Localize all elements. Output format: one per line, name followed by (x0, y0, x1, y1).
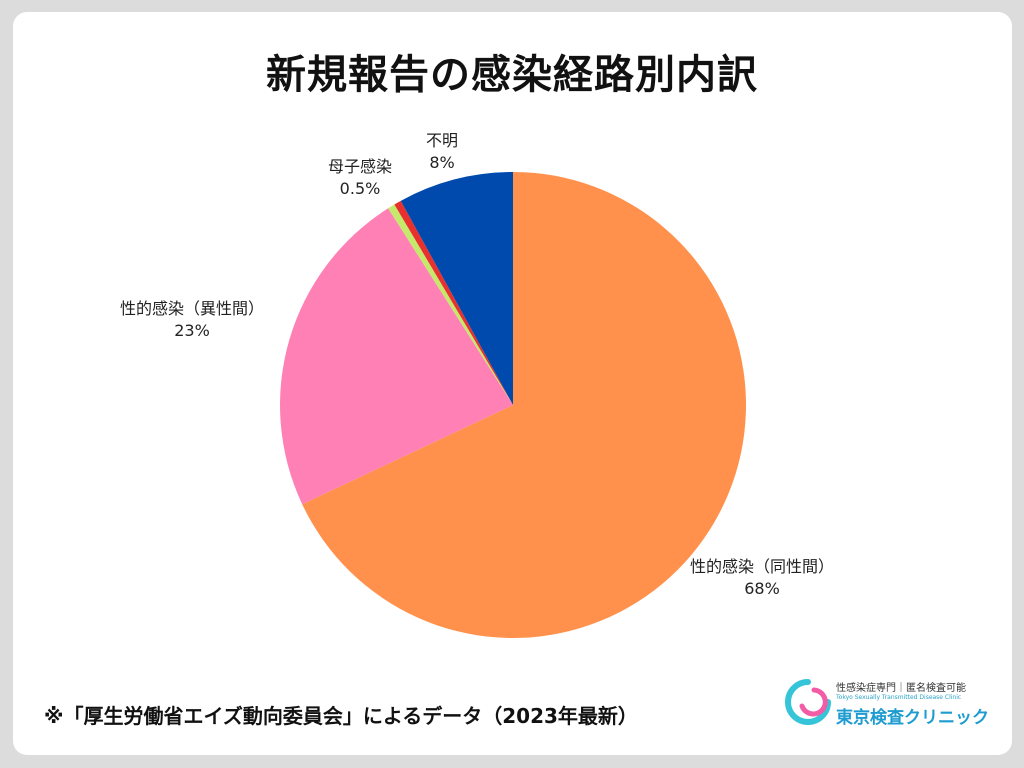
slice-name-same-sex: 性的感染（同性間） (690, 557, 835, 576)
clinic-tagline: 性感染症専門｜匿名検査可能 (836, 683, 966, 694)
slice-label-unknown: 不明 8% (426, 130, 458, 174)
clinic-logo-icon (785, 679, 831, 725)
clinic-brand[interactable]: 性感染症専門｜匿名検査可能 Tokyo Sexually Transmitted… (784, 676, 1004, 732)
slice-name-mother-to-child: 母子感染 (328, 157, 393, 176)
source-footnote: ※「厚生労働省エイズ動向委員会」によるデータ（2023年最新） (44, 704, 638, 728)
slice-name-unknown: 不明 (426, 131, 459, 150)
slice-label-same-sex: 性的感染（同性間） 68% (690, 556, 834, 600)
slice-label-heterosexual: 性的感染（異性間） 23% (120, 298, 264, 342)
slice-same-sex (302, 172, 746, 638)
clinic-name: 東京検査クリニック (836, 708, 989, 728)
slice-unknown (400, 172, 513, 405)
slice-value-heterosexual: 23% (174, 321, 210, 340)
slice-heterosexual (280, 208, 513, 505)
slice-value-same-sex: 68% (744, 579, 780, 598)
slice-value-unknown: 8% (429, 153, 455, 172)
slice-value-mother-to-child: 0.5% (339, 179, 381, 198)
clinic-english-name: Tokyo Sexually Transmitted Disease Clini… (836, 694, 962, 701)
page-title: 新規報告の感染経路別内訳 (266, 52, 758, 98)
slice-mother-to-child (394, 200, 513, 405)
slice-minor (388, 204, 513, 405)
slice-name-heterosexual: 性的感染（異性間） (120, 299, 265, 318)
slice-label-mother-to-child: 母子感染 0.5% (328, 156, 392, 200)
